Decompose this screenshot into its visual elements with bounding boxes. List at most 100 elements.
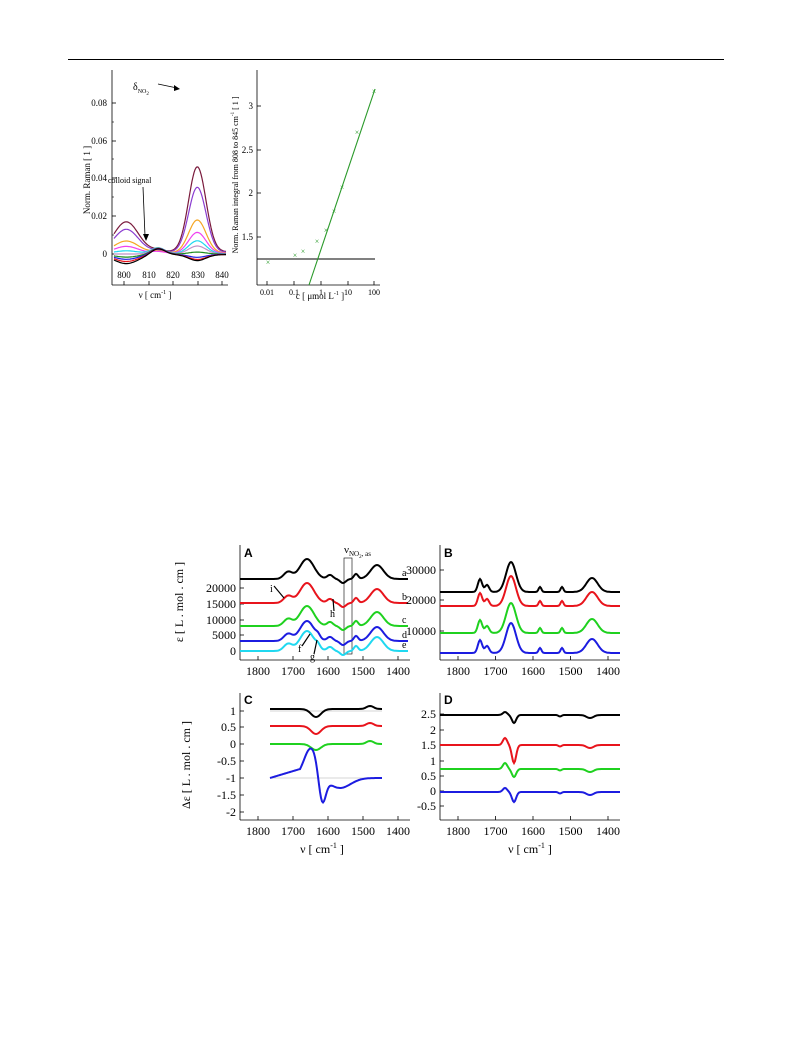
tick-label: 2.5 xyxy=(242,145,254,155)
panel-b-series-line xyxy=(440,621,620,654)
tick-label: 1500 xyxy=(559,664,583,678)
tick-label: 1800 xyxy=(446,824,470,838)
tick-label: 1600 xyxy=(316,664,340,678)
panel-c-series-line xyxy=(269,747,382,805)
panel-a-series-line xyxy=(240,619,408,647)
calibration-point: × xyxy=(332,207,337,216)
tick-label: 3 xyxy=(249,101,254,111)
tick-label: 0.02 xyxy=(91,211,107,221)
tick-label: 2 xyxy=(430,723,436,737)
trace-label: c xyxy=(402,615,407,626)
tick-label: 2.5 xyxy=(421,707,436,721)
panel-a-label: A xyxy=(244,546,253,560)
panel-d-x-label: ν [ cm-1 ] xyxy=(508,841,552,856)
tick-label: 1700 xyxy=(484,824,508,838)
panel-b-series-line xyxy=(440,601,620,634)
trace-label: a xyxy=(402,568,407,579)
raman-series-line xyxy=(113,186,227,253)
tick-label: 1500 xyxy=(351,664,375,678)
point-arrow xyxy=(313,639,318,655)
raman-series-line xyxy=(113,248,226,265)
calibration-point: × xyxy=(266,258,271,267)
tick-label: 1.5 xyxy=(242,232,254,242)
tick-label: 1.5 xyxy=(421,738,436,752)
tick-label: 0.08 xyxy=(91,98,107,108)
tick-label: 0.01 xyxy=(260,288,274,297)
tick-label: 0.5 xyxy=(221,720,236,734)
calibration-point: × xyxy=(372,87,377,96)
tick-label: 830 xyxy=(191,270,205,280)
tick-label: 820 xyxy=(166,270,180,280)
panel-c-label: C xyxy=(244,693,253,707)
tick-label: 1400 xyxy=(596,824,620,838)
panel-c-x-label: ν [ cm-1 ] xyxy=(300,841,344,856)
tick-label: 10000 xyxy=(206,613,236,627)
tick-label: -2 xyxy=(226,805,236,819)
panel-d: D 2.521.510.50-0.5 1800 1700 1600 1500 1400 … xyxy=(417,693,620,856)
tick-label: 1600 xyxy=(521,664,545,678)
fit-line xyxy=(308,88,376,286)
tick-label: 5000 xyxy=(212,628,236,642)
tick-label: -1 xyxy=(226,771,236,785)
panel-c: C 1 0.5 0 -0.5 -1 -1.5 -2 1800 1700 1600 1500 1400… xyxy=(179,693,410,856)
calibration-point: × xyxy=(355,128,360,137)
panel-d-series-line xyxy=(440,786,620,804)
point-label: h xyxy=(330,609,335,620)
tick-label: 1800 xyxy=(246,824,270,838)
tick-label: 1400 xyxy=(386,664,410,678)
point-arrow xyxy=(273,585,285,599)
tick-label: 0 xyxy=(103,249,108,259)
delta-arrow xyxy=(157,83,178,89)
panel-d-series-line xyxy=(440,710,620,725)
panel-c-series-line xyxy=(270,739,382,752)
point-arrow xyxy=(301,633,311,647)
tick-label: 1500 xyxy=(559,824,583,838)
nu-no2-label: νNO2, as xyxy=(344,544,371,560)
point-label: g xyxy=(310,652,315,663)
tick-label: 0 xyxy=(230,737,236,751)
calibration-point: × xyxy=(293,251,298,260)
panel-b: B 10000 20000 30000 1800 1700 1600 1500 1400 xyxy=(406,545,620,678)
panel-c-y-label: Δε [ L . mol . cm ] xyxy=(179,721,193,809)
point-label: f xyxy=(298,644,302,655)
calibration-x-label: c [ μmol L-1 ] xyxy=(296,291,344,301)
tick-label: 0.5 xyxy=(421,769,436,783)
panel-a-series-line xyxy=(240,629,408,657)
trace-label: b xyxy=(402,592,407,603)
tick-label: 800 xyxy=(117,270,131,280)
tick-label: -0.5 xyxy=(417,799,436,813)
tick-label: 1600 xyxy=(521,824,545,838)
tick-label: 10 xyxy=(344,288,352,297)
panel-a-series-line xyxy=(240,557,408,585)
raman-spectra-plot: 0 0.02 0.04 0.06 0.08 800 810 820 830 840 Norm. … xyxy=(82,70,229,300)
panel-a-series-line xyxy=(240,581,408,609)
tick-label: 1800 xyxy=(446,664,470,678)
tick-label: 1400 xyxy=(596,664,620,678)
tick-label: 0.06 xyxy=(91,136,107,146)
tick-label: 840 xyxy=(215,270,229,280)
tick-label: 1400 xyxy=(386,824,410,838)
calibration-point: × xyxy=(301,247,306,256)
panel-b-label: B xyxy=(444,546,453,560)
panel-b-series-line xyxy=(440,560,620,593)
panel-c-series-line xyxy=(270,721,382,736)
calibration-plot: 1.522.53 0.01 0.1 1 10 100 ×× ××××××× Norm. R… xyxy=(231,70,380,301)
tick-label: 810 xyxy=(142,270,156,280)
trace-label: d xyxy=(402,630,407,641)
panel-a-series-line xyxy=(240,604,408,632)
tick-label: 0 xyxy=(230,644,236,658)
tick-label: 1800 xyxy=(246,664,270,678)
calibration-point: × xyxy=(324,226,329,235)
colloid-arrowhead xyxy=(143,234,149,241)
tick-label: 20000 xyxy=(406,593,436,607)
colloid-arrow xyxy=(142,186,146,237)
tick-label: 1700 xyxy=(484,664,508,678)
tick-label: -1.5 xyxy=(217,788,236,802)
tick-label: 1 xyxy=(430,754,436,768)
panel-d-series-line xyxy=(440,761,620,779)
header-rule xyxy=(68,59,724,60)
raman-x-label: ν [ cm-1 ] xyxy=(139,290,172,300)
panel-d-series-line xyxy=(440,736,620,766)
